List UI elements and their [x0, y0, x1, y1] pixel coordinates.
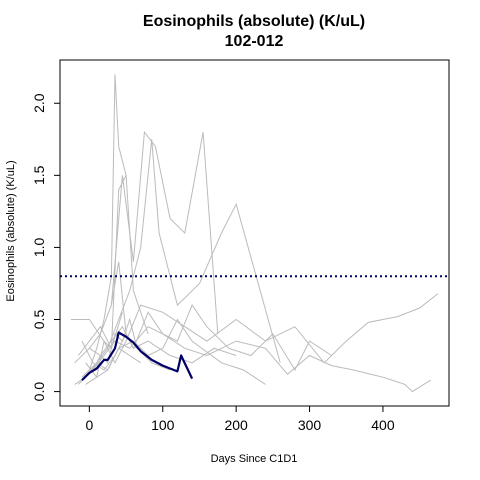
- background-series-group: [71, 74, 439, 393]
- highlight-series-group: [81, 331, 194, 381]
- background-series-line-7: [89, 325, 237, 364]
- x-tick-label: 0: [85, 417, 93, 433]
- chart-title: Eosinophils (absolute) (K/uL): [143, 13, 365, 30]
- background-series-line-13: [92, 317, 138, 371]
- highlight-series-line: [81, 331, 194, 381]
- y-axis-label: Eosinophils (absolute) (K/uL): [5, 160, 17, 301]
- background-series-line-3: [74, 130, 219, 364]
- y-tick-label: 1.5: [31, 165, 47, 185]
- y-tick-label: 0.0: [31, 382, 47, 402]
- background-series-line-10: [77, 312, 123, 356]
- x-tick-label: 400: [371, 417, 395, 433]
- background-series-line-9: [81, 332, 171, 371]
- x-tick-label: 200: [224, 417, 248, 433]
- chart-subtitle: 102-012: [225, 33, 284, 50]
- x-axis: 0 100 200 300 400: [85, 405, 395, 433]
- background-series-line-5: [77, 304, 332, 385]
- background-series-line-11: [110, 261, 431, 393]
- x-axis-label: Days Since C1D1: [211, 453, 298, 465]
- background-series-line-6: [85, 318, 266, 385]
- y-tick-label: 2.0: [31, 93, 47, 113]
- y-axis: 0.0 0.5 1.0 1.5 2.0: [31, 93, 61, 402]
- y-tick-label: 0.5: [31, 310, 47, 330]
- x-tick-label: 100: [151, 417, 175, 433]
- y-tick-label: 1.0: [31, 237, 47, 257]
- x-tick-label: 300: [298, 417, 322, 433]
- background-series-line-12: [85, 175, 127, 385]
